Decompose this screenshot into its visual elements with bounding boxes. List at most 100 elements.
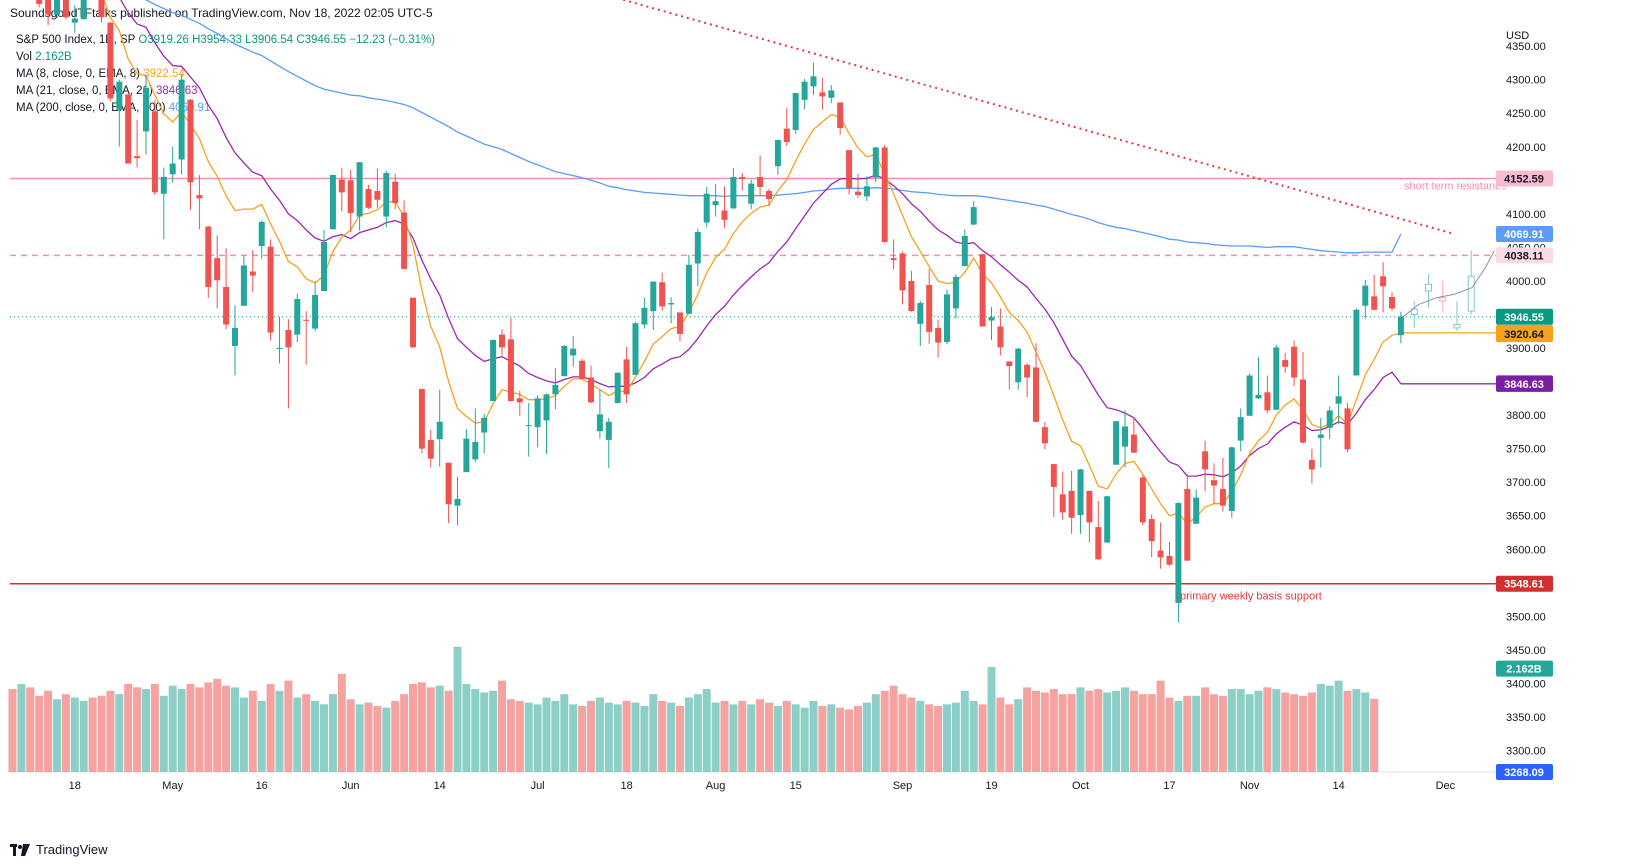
volume-bar	[1121, 687, 1129, 772]
volume-bar	[676, 706, 684, 772]
candle-body	[1228, 447, 1235, 512]
candle-body	[62, 0, 69, 18]
change-value: −12.23 (−0.31%)	[349, 34, 436, 46]
candle-body	[926, 284, 933, 332]
candle-body	[739, 176, 746, 179]
candle-body	[1086, 490, 1093, 523]
volume-bar	[168, 685, 177, 772]
y-tick-label: 3800.00	[1506, 410, 1546, 422]
candle-body	[401, 212, 408, 269]
volume-bar	[471, 689, 480, 772]
volume-bar	[382, 707, 391, 772]
volume-bar	[462, 684, 471, 772]
volume-bar	[1210, 694, 1218, 772]
candle-body	[1397, 316, 1404, 336]
volume-bar	[61, 694, 70, 772]
volume-bar	[480, 692, 489, 772]
volume-bar	[417, 682, 426, 772]
candle-body	[276, 348, 283, 350]
volume-bar	[177, 689, 186, 772]
volume-bar	[373, 706, 382, 772]
volume-value: 2.162B	[35, 51, 72, 63]
volume-bar	[836, 707, 845, 772]
volume-bar	[711, 702, 720, 772]
legend-row-symbol: S&P 500 Index, 1D, SP O3919.26 H3954.33 …	[16, 32, 435, 49]
volume-bar	[150, 684, 159, 772]
candle-body	[214, 258, 221, 281]
price-label-box	[1496, 575, 1553, 592]
candle-body	[552, 384, 559, 395]
candle-body	[1308, 460, 1315, 470]
candle-body	[507, 339, 514, 402]
candle-body	[125, 94, 132, 164]
volume-bar	[1201, 687, 1210, 772]
y-tick-label: 4200.00	[1506, 142, 1546, 154]
candle-body	[223, 286, 230, 325]
candle-body	[445, 462, 452, 505]
volume-bar	[35, 695, 44, 772]
volume-bar	[658, 700, 667, 772]
price-label-text: 3846.63	[1504, 379, 1544, 391]
candle-body	[846, 150, 853, 189]
volume-bar	[1094, 689, 1103, 772]
volume-bar	[907, 697, 916, 772]
candle-body	[819, 92, 826, 97]
symbol-label[interactable]: S&P 500 Index, 1D, SP	[16, 34, 136, 46]
candle-body	[516, 398, 523, 403]
volume-bar	[889, 685, 898, 772]
candle-body	[1077, 469, 1084, 516]
candle-body	[588, 377, 594, 403]
candle-body	[134, 156, 141, 159]
price-label-box	[1496, 226, 1553, 243]
candle-body	[160, 176, 167, 194]
candle-body	[748, 183, 755, 204]
volume-bar	[560, 694, 569, 772]
candle-body	[338, 179, 345, 193]
candle-body	[169, 163, 176, 175]
volume-bar	[1040, 692, 1049, 772]
candle-body	[267, 246, 274, 333]
projection-body	[1467, 275, 1475, 312]
candle-body	[54, 0, 60, 15]
candle-body	[240, 265, 247, 306]
volume-bar	[337, 673, 346, 772]
candle-body	[881, 147, 888, 243]
candle-body	[1237, 417, 1244, 441]
candle-body	[499, 334, 505, 348]
volume-bar	[649, 694, 658, 772]
candle-body	[952, 276, 959, 309]
candle-body	[249, 271, 256, 276]
volume-bar	[1005, 704, 1014, 772]
candle-body	[766, 191, 772, 200]
volume-bar	[1165, 697, 1174, 772]
candle-body	[828, 90, 835, 98]
volume-bar	[934, 706, 943, 772]
candle-body	[1175, 502, 1182, 603]
price-label-box	[1496, 170, 1553, 187]
price-label-text: 2.162B	[1506, 664, 1542, 676]
candle-body	[1255, 394, 1262, 399]
y-tick-label: 3900.00	[1506, 343, 1546, 355]
volume-bar	[1352, 689, 1361, 772]
volume-bar	[729, 704, 738, 772]
candle-body	[383, 172, 390, 217]
candle-body	[890, 258, 897, 261]
x-tick-label: 15	[790, 780, 802, 792]
volume-label[interactable]: Vol	[16, 51, 32, 63]
volume-bar	[996, 697, 1005, 772]
volume-bar	[44, 690, 53, 772]
volume-bar	[1245, 694, 1254, 772]
candle-body	[1050, 464, 1057, 487]
volume-bar	[943, 704, 951, 772]
candle-body	[561, 346, 568, 377]
volume-bar	[159, 695, 168, 772]
candle-body	[1380, 276, 1387, 287]
candle-body	[694, 231, 701, 264]
volume-bar	[1307, 692, 1316, 772]
candle-body	[1033, 367, 1039, 422]
candle-body	[258, 221, 265, 247]
volume-bar	[204, 682, 213, 772]
volume-bar	[284, 680, 293, 772]
volume-bar	[569, 704, 578, 772]
